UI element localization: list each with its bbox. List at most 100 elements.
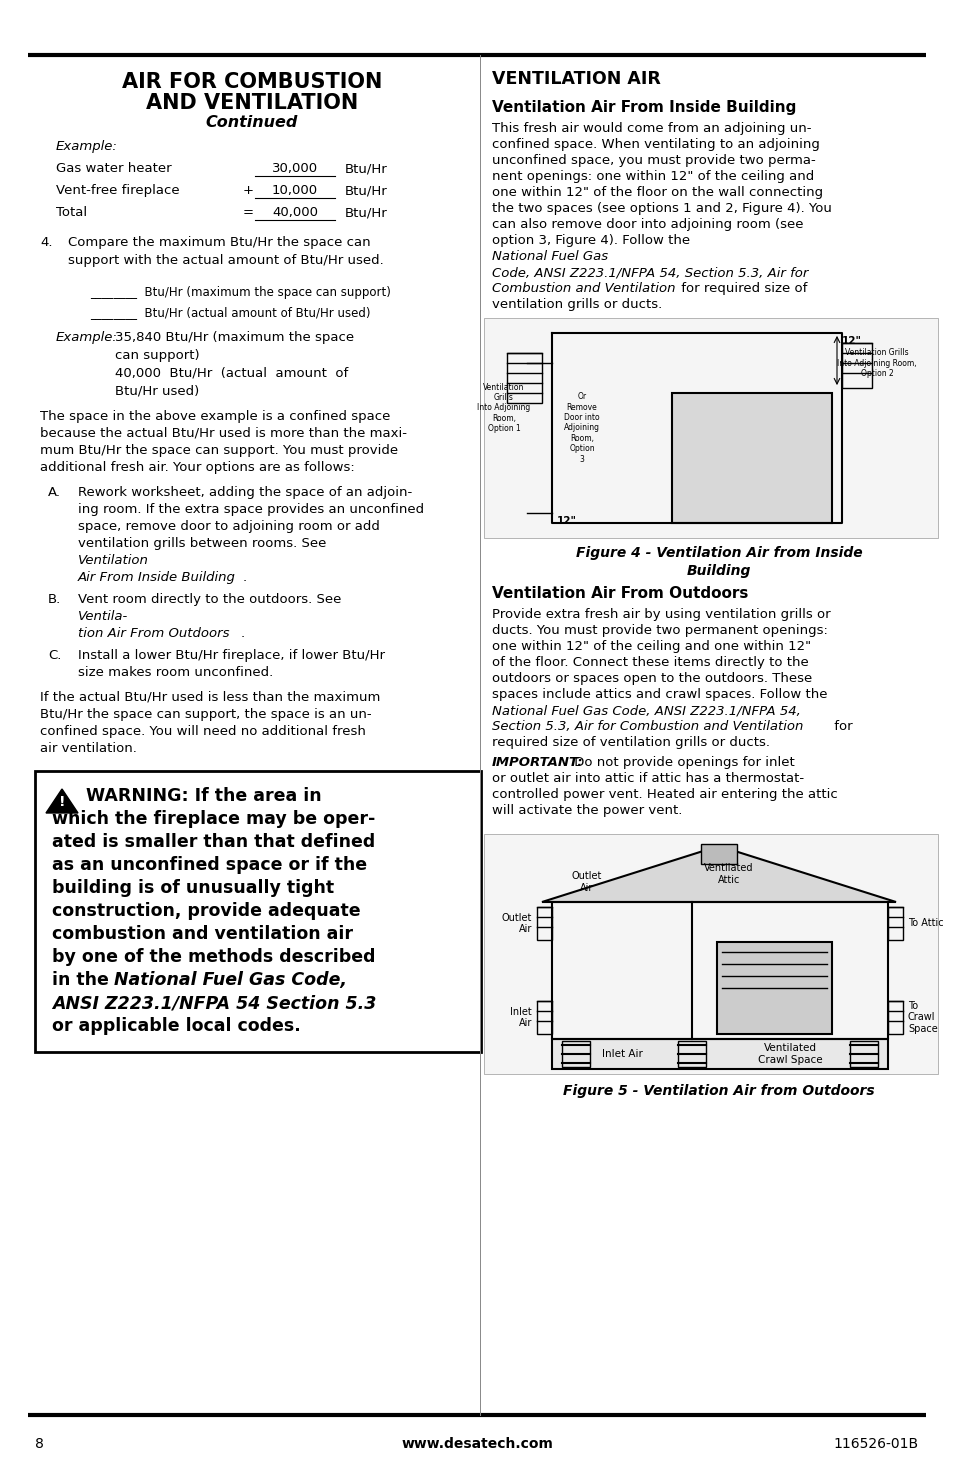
Text: Outlet
Air: Outlet Air <box>501 913 532 934</box>
Text: building is of unusually tight: building is of unusually tight <box>52 879 334 897</box>
Text: Continued: Continued <box>206 115 298 130</box>
Text: ing room. If the extra space provides an unconfined: ing room. If the extra space provides an… <box>78 503 424 516</box>
Text: one within 12" of the floor on the wall connecting: one within 12" of the floor on the wall … <box>492 186 822 199</box>
Text: or outlet air into attic if attic has a thermostat-: or outlet air into attic if attic has a … <box>492 771 803 785</box>
Text: can also remove door into adjoining room (see: can also remove door into adjoining room… <box>492 218 802 232</box>
Text: air ventilation.: air ventilation. <box>40 742 136 755</box>
Text: confined space. You will need no additional fresh: confined space. You will need no additio… <box>40 726 366 738</box>
Text: Example:: Example: <box>56 140 118 153</box>
Text: mum Btu/Hr the space can support. You must provide: mum Btu/Hr the space can support. You mu… <box>40 444 397 457</box>
Text: combustion and ventilation air: combustion and ventilation air <box>52 925 353 943</box>
Bar <box>483 833 937 1074</box>
Bar <box>700 844 737 864</box>
Polygon shape <box>46 789 78 813</box>
Text: .: . <box>241 627 245 640</box>
Text: can support): can support) <box>115 350 199 361</box>
Text: for: for <box>829 720 852 733</box>
Text: outdoors or spaces open to the outdoors. These: outdoors or spaces open to the outdoors.… <box>492 673 811 684</box>
Text: National Fuel Gas: National Fuel Gas <box>492 249 607 263</box>
Bar <box>561 1041 589 1066</box>
Text: Btu/Hr: Btu/Hr <box>345 207 387 218</box>
Text: WARNING: If the area in: WARNING: If the area in <box>86 788 321 805</box>
Text: 35,840 Btu/Hr (maximum the space: 35,840 Btu/Hr (maximum the space <box>115 330 354 344</box>
Text: Install a lower Btu/Hr fireplace, if lower Btu/Hr: Install a lower Btu/Hr fireplace, if low… <box>78 649 385 662</box>
Text: www.desatech.com: www.desatech.com <box>400 1437 553 1451</box>
Text: as an unconfined space or if the: as an unconfined space or if the <box>52 855 367 875</box>
Bar <box>717 943 831 1034</box>
Text: Btu/Hr: Btu/Hr <box>345 162 387 176</box>
Text: for required size of: for required size of <box>677 282 806 295</box>
Text: 10,000: 10,000 <box>272 184 317 198</box>
Text: 40,000: 40,000 <box>272 207 317 218</box>
Text: Ventilation Air From Outdoors: Ventilation Air From Outdoors <box>492 586 747 600</box>
Text: nent openings: one within 12" of the ceiling and: nent openings: one within 12" of the cei… <box>492 170 814 183</box>
Text: controlled power vent. Heated air entering the attic: controlled power vent. Heated air enteri… <box>492 788 837 801</box>
Text: ventilation grills or ducts.: ventilation grills or ducts. <box>492 298 661 311</box>
Text: Ventilation Grills
Into Adjoining Room,
Option 2: Ventilation Grills Into Adjoining Room, … <box>837 348 916 378</box>
Text: IMPORTANT:: IMPORTANT: <box>492 757 583 768</box>
Text: Total: Total <box>56 207 87 218</box>
Text: Section 5.3, Air for Combustion and Ventilation: Section 5.3, Air for Combustion and Vent… <box>492 720 802 733</box>
Text: Ventilation
Grills
Into Adjoining
Room,
Option 1: Ventilation Grills Into Adjoining Room, … <box>476 382 530 434</box>
Text: which the fireplace may be oper-: which the fireplace may be oper- <box>52 810 375 827</box>
Text: because the actual Btu/Hr used is more than the maxi-: because the actual Btu/Hr used is more t… <box>40 426 407 440</box>
Bar <box>35 771 480 1052</box>
Text: Inlet Air: Inlet Air <box>601 1049 641 1059</box>
Bar <box>841 344 871 388</box>
Text: Vent-free fireplace: Vent-free fireplace <box>56 184 179 198</box>
Text: size makes room unconfined.: size makes room unconfined. <box>78 667 273 678</box>
Text: National Fuel Gas Code,: National Fuel Gas Code, <box>113 971 347 990</box>
Text: of the floor. Connect these items directly to the: of the floor. Connect these items direct… <box>492 656 808 670</box>
Text: ANSI Z223.1/NFPA 54 Section 5.3: ANSI Z223.1/NFPA 54 Section 5.3 <box>52 994 376 1012</box>
Text: VENTILATION AIR: VENTILATION AIR <box>492 69 660 88</box>
Text: Figure 4 - Ventilation Air from Inside
Building: Figure 4 - Ventilation Air from Inside B… <box>575 546 862 578</box>
Text: Gas water heater: Gas water heater <box>56 162 172 176</box>
Text: in the: in the <box>52 971 114 990</box>
Text: Ventilated
Attic: Ventilated Attic <box>703 863 753 885</box>
Text: ventilation grills between rooms. See: ventilation grills between rooms. See <box>78 537 331 550</box>
Text: Outlet
Air: Outlet Air <box>571 872 601 892</box>
Text: !: ! <box>59 795 65 808</box>
Text: AND VENTILATION: AND VENTILATION <box>146 93 357 114</box>
Bar <box>537 1002 552 1034</box>
Text: A.: A. <box>48 485 61 499</box>
Text: Compare the maximum Btu/Hr the space can
support with the actual amount of Btu/H: Compare the maximum Btu/Hr the space can… <box>68 236 383 267</box>
Text: Inlet
Air: Inlet Air <box>510 1007 532 1028</box>
Text: space, remove door to adjoining room or add: space, remove door to adjoining room or … <box>78 521 379 532</box>
Text: Example:: Example: <box>56 330 118 344</box>
Text: 30,000: 30,000 <box>272 162 317 176</box>
Text: confined space. When ventilating to an adjoining: confined space. When ventilating to an a… <box>492 139 819 150</box>
Text: 4.: 4. <box>40 236 52 249</box>
Text: 12": 12" <box>841 336 862 347</box>
Text: tion Air From Outdoors: tion Air From Outdoors <box>78 627 230 640</box>
Text: spaces include attics and crawl spaces. Follow the: spaces include attics and crawl spaces. … <box>492 687 826 701</box>
Text: will activate the power vent.: will activate the power vent. <box>492 804 681 817</box>
Text: Or
Remove
Door into
Adjoining
Room,
Option
3: Or Remove Door into Adjoining Room, Opti… <box>563 392 599 463</box>
Text: Ventilation Air From Inside Building: Ventilation Air From Inside Building <box>492 100 796 115</box>
Bar <box>887 907 902 940</box>
Text: C.: C. <box>48 649 61 662</box>
Text: B.: B. <box>48 593 61 606</box>
Text: ducts. You must provide two permanent openings:: ducts. You must provide two permanent op… <box>492 624 827 637</box>
Bar <box>552 1038 887 1069</box>
Text: National Fuel Gas Code, ANSI Z223.1/NFPA 54,: National Fuel Gas Code, ANSI Z223.1/NFPA… <box>492 704 800 717</box>
Text: This fresh air would come from an adjoining un-: This fresh air would come from an adjoin… <box>492 122 811 136</box>
Text: unconfined space, you must provide two perma-: unconfined space, you must provide two p… <box>492 153 815 167</box>
Text: Vent room directly to the outdoors. See: Vent room directly to the outdoors. See <box>78 593 345 606</box>
Text: option 3, Figure 4). Follow the: option 3, Figure 4). Follow the <box>492 235 694 246</box>
Text: Btu/Hr: Btu/Hr <box>345 184 387 198</box>
Text: 8: 8 <box>35 1437 44 1451</box>
Text: ________  Btu/Hr (actual amount of Btu/Hr used): ________ Btu/Hr (actual amount of Btu/Hr… <box>90 305 370 319</box>
Text: one within 12" of the ceiling and one within 12": one within 12" of the ceiling and one wi… <box>492 640 810 653</box>
Text: Do not provide openings for inlet: Do not provide openings for inlet <box>569 757 794 768</box>
Bar <box>887 1002 902 1034</box>
Text: Code, ANSI Z223.1/NFPA 54, Section 5.3, Air for: Code, ANSI Z223.1/NFPA 54, Section 5.3, … <box>492 266 807 279</box>
Polygon shape <box>541 847 895 903</box>
Bar <box>506 353 541 403</box>
Text: additional fresh air. Your options are as follows:: additional fresh air. Your options are a… <box>40 462 355 473</box>
Bar <box>483 319 937 538</box>
Text: Provide extra fresh air by using ventilation grills or: Provide extra fresh air by using ventila… <box>492 608 830 621</box>
Text: ________  Btu/Hr (maximum the space can support): ________ Btu/Hr (maximum the space can s… <box>90 286 391 299</box>
Text: the two spaces (see options 1 and 2, Figure 4). You: the two spaces (see options 1 and 2, Fig… <box>492 202 831 215</box>
Text: To
Crawl
Space: To Crawl Space <box>907 1002 937 1034</box>
